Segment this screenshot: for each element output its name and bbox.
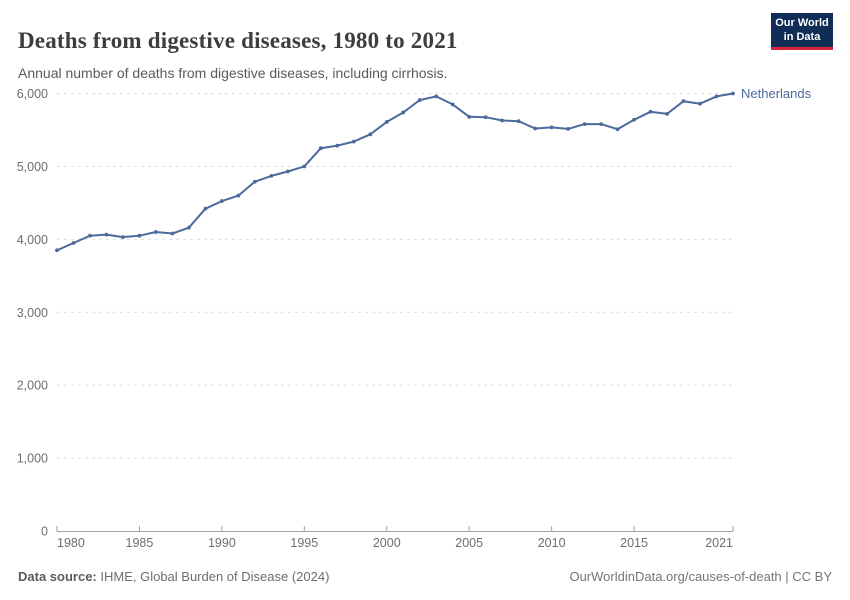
owid-logo-line2: in Data — [783, 31, 821, 43]
data-point — [582, 122, 587, 127]
data-point — [681, 99, 686, 104]
data-point — [252, 179, 257, 184]
data-point — [599, 122, 603, 127]
data-point — [351, 139, 356, 144]
data-point — [417, 98, 422, 102]
data-point — [731, 91, 735, 96]
data-point — [500, 118, 505, 123]
x-tick-label: 2000 — [373, 536, 401, 550]
data-point — [104, 232, 109, 237]
data-point — [285, 169, 290, 174]
data-point — [236, 193, 241, 198]
data-point — [615, 127, 620, 132]
data-source-note: Data source: IHME, Global Burden of Dise… — [18, 569, 329, 584]
data-point — [219, 199, 224, 203]
data-source-label: Data source: — [18, 569, 97, 584]
series-label: Netherlands — [741, 86, 812, 101]
y-tick-label: 2,000 — [17, 379, 48, 393]
data-point — [632, 117, 636, 122]
data-point — [467, 114, 472, 119]
data-point — [269, 173, 274, 178]
data-point — [170, 231, 175, 236]
data-point — [384, 120, 389, 124]
data-point — [318, 146, 323, 151]
x-tick-label: 1995 — [290, 536, 318, 550]
data-point — [55, 248, 59, 253]
data-point — [368, 132, 373, 137]
data-line — [56, 92, 734, 252]
data-point — [665, 112, 669, 116]
y-tick-label: 1,000 — [17, 452, 48, 466]
chart-subtitle: Annual number of deaths from digestive d… — [18, 65, 448, 81]
data-point — [533, 126, 538, 131]
y-tick-label: 0 — [41, 525, 48, 539]
data-point — [88, 233, 92, 238]
data-point — [121, 235, 125, 240]
data-point — [698, 101, 702, 106]
data-source-text: IHME, Global Burden of Disease (2024) — [96, 569, 330, 584]
data-point — [71, 241, 76, 245]
data-point — [714, 94, 719, 99]
owid-logo: Our World in Data — [771, 13, 833, 50]
y-tick-label: 6,000 — [17, 87, 48, 101]
data-point — [187, 225, 191, 230]
data-point — [450, 102, 455, 107]
data-point — [335, 143, 340, 148]
x-tick-label: 2010 — [538, 536, 566, 550]
x-tick-label: 2015 — [620, 536, 648, 550]
x-tick-label: 2005 — [455, 536, 483, 550]
data-point — [154, 230, 158, 234]
data-point — [648, 109, 653, 114]
page-title: Deaths from digestive diseases, 1980 to … — [18, 28, 458, 54]
data-point — [516, 119, 521, 124]
y-tick-label: 4,000 — [17, 233, 48, 247]
data-point — [434, 94, 439, 99]
x-tick-label: 1980 — [57, 536, 85, 550]
data-point — [137, 233, 142, 238]
data-point — [203, 206, 208, 211]
data-point — [566, 126, 571, 131]
x-tick-label: 1990 — [208, 536, 236, 550]
y-tick-label: 5,000 — [17, 160, 48, 174]
x-tick-label: 1985 — [126, 536, 154, 550]
owid-logo-line1: Our World — [775, 16, 829, 29]
x-tick-label: 2021 — [705, 536, 733, 550]
data-point — [483, 115, 488, 120]
data-point — [302, 164, 307, 169]
data-point — [401, 110, 406, 115]
y-tick-label: 3,000 — [17, 306, 48, 320]
data-point — [549, 125, 554, 130]
license-note: OurWorldinData.org/causes-of-death | CC … — [569, 569, 832, 584]
